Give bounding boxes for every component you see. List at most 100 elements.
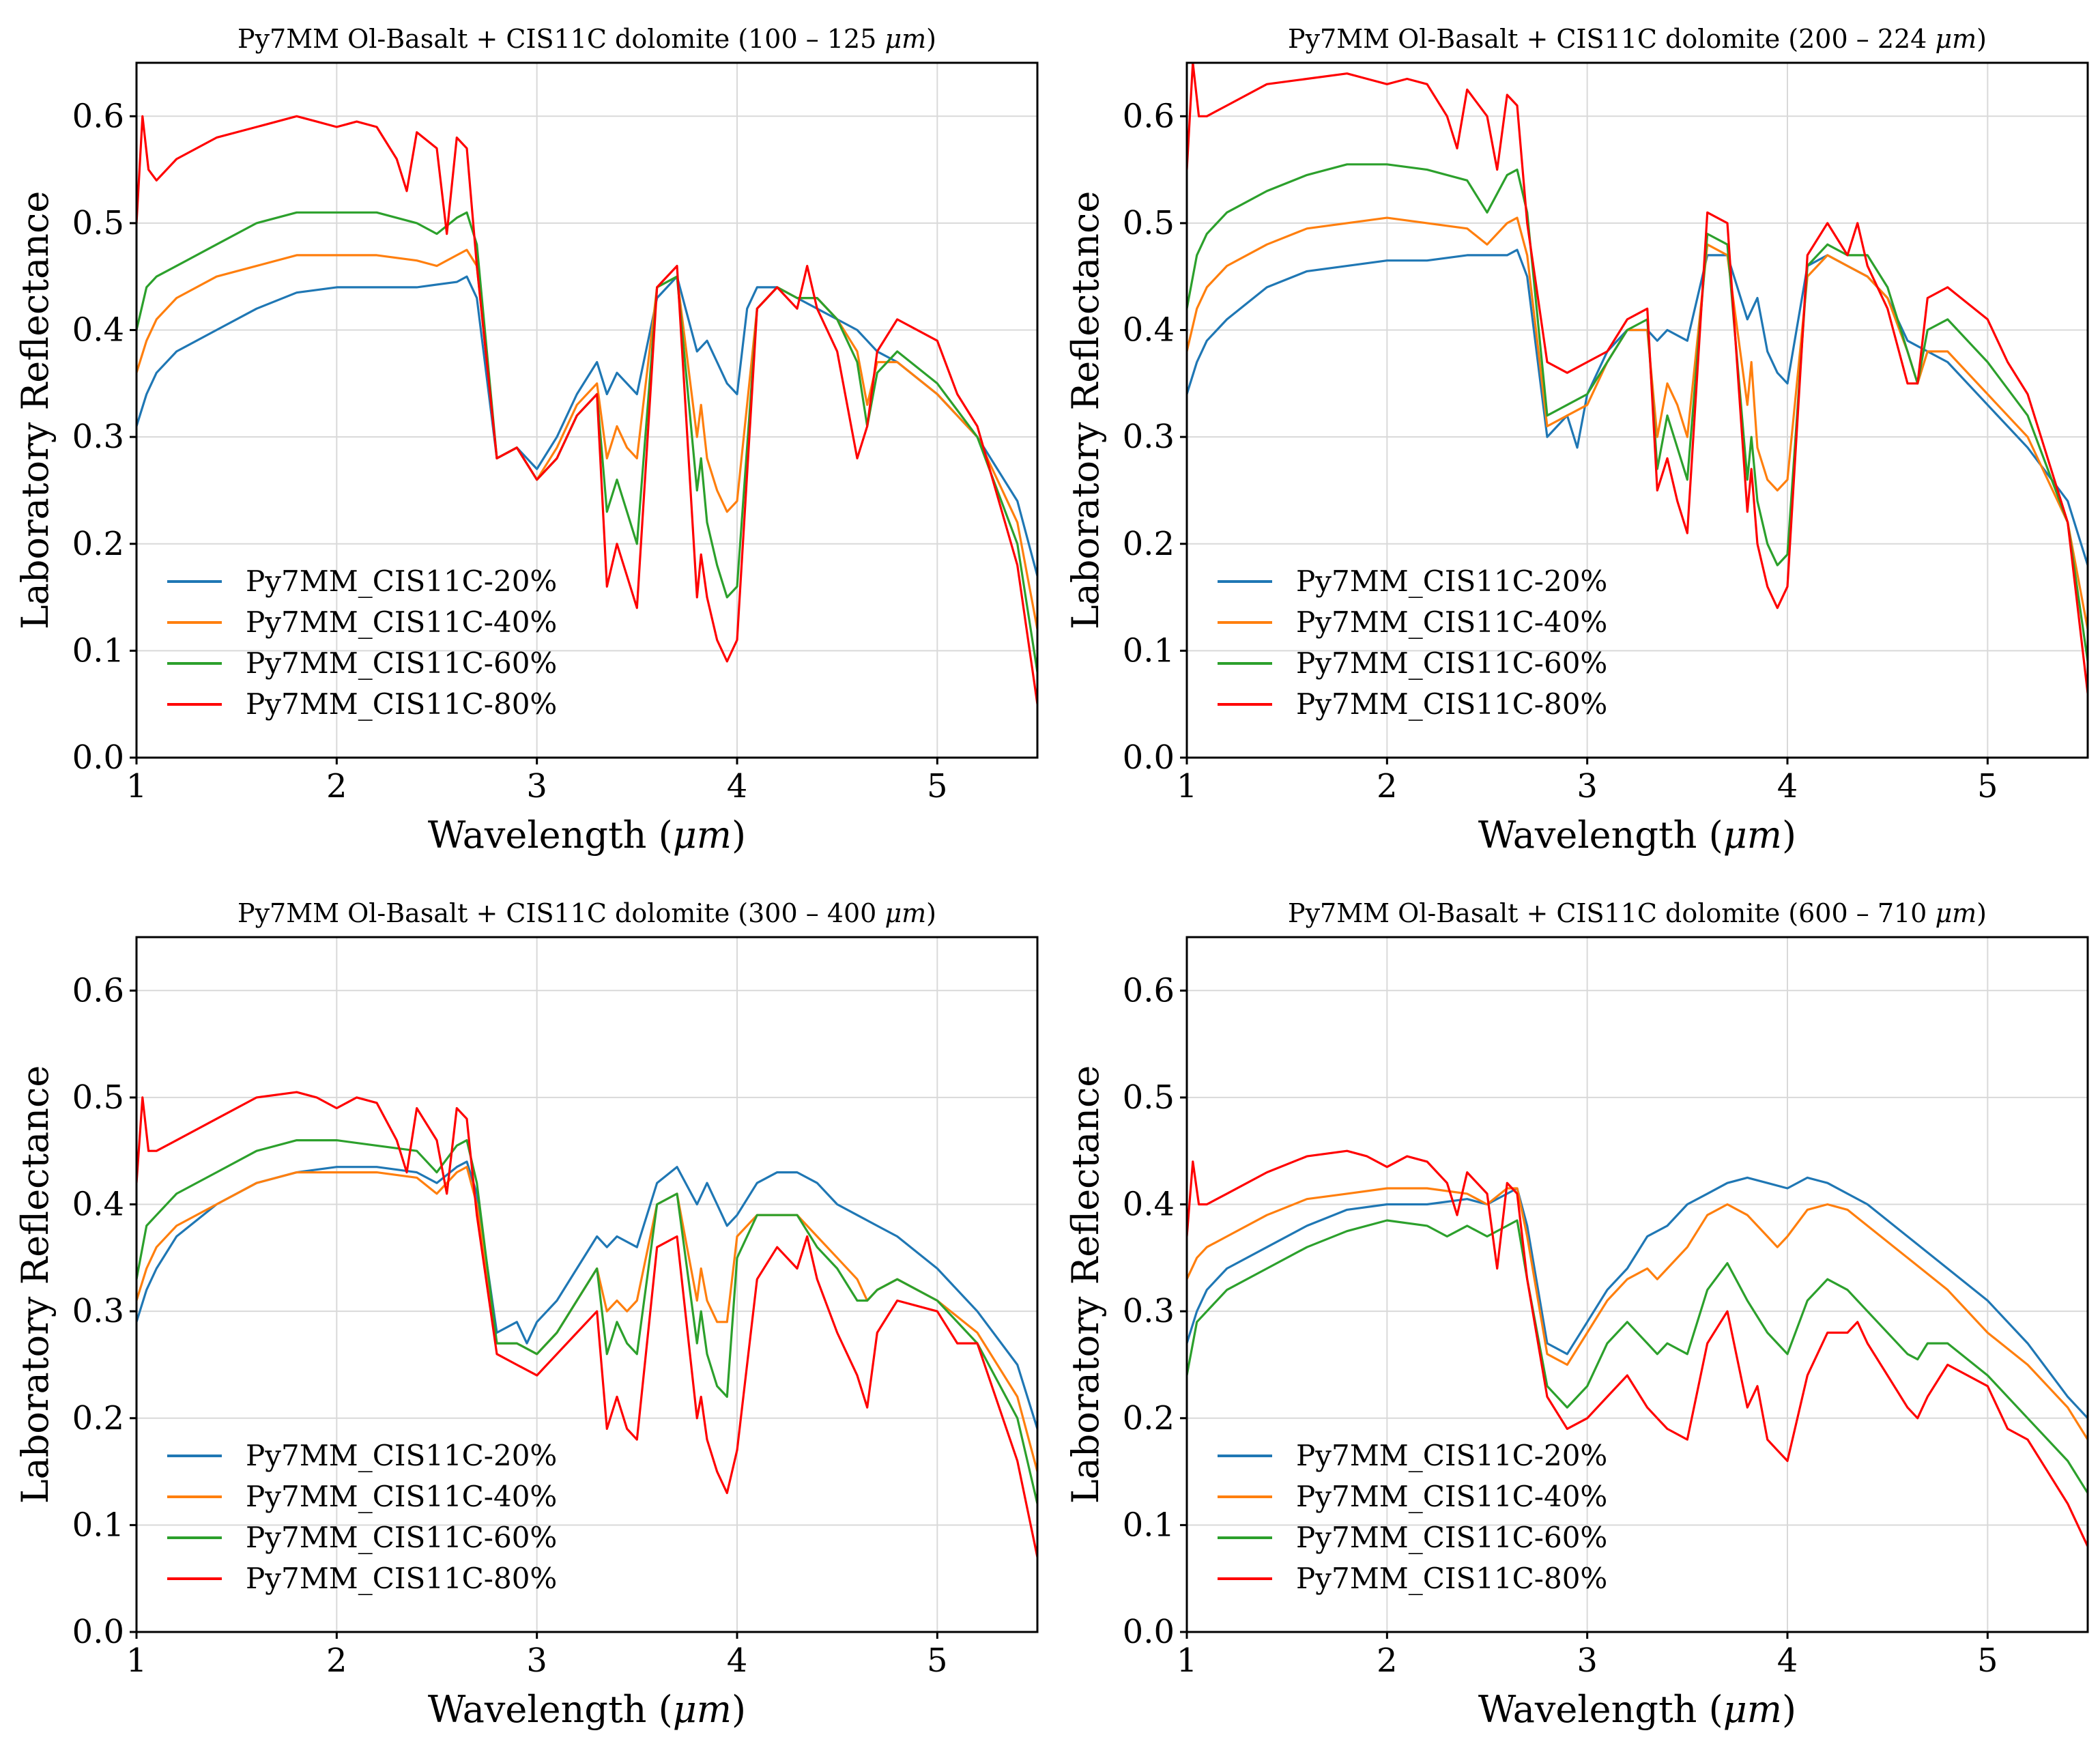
- y-axis-label: Laboratory Reflectance: [14, 1065, 57, 1504]
- y-tick-label: 0.2: [72, 1399, 124, 1437]
- y-tick-label: 0.3: [1123, 1292, 1175, 1330]
- x-tick-label: 4: [1777, 767, 1798, 805]
- x-tick-label: 2: [1377, 1642, 1398, 1680]
- y-tick-label: 0.6: [72, 97, 124, 135]
- y-tick-label: 0.1: [1123, 1506, 1175, 1544]
- series-group: [136, 115, 1037, 704]
- x-axis-label: Wavelength (μm): [428, 1688, 746, 1731]
- x-tick-label: 2: [326, 1642, 347, 1680]
- series-line: [136, 211, 1037, 672]
- x-tick-label: 5: [1977, 1642, 1998, 1680]
- y-tick-label: 0.5: [1123, 1078, 1175, 1117]
- x-tick-label: 2: [1377, 767, 1398, 805]
- series-group: [1187, 1149, 2088, 1547]
- legend-label: Py7MM_CIS11C-20%: [246, 1439, 557, 1472]
- series-line: [1187, 1149, 2088, 1547]
- y-tick-label: 0.3: [1123, 418, 1175, 456]
- y-axis-label: Laboratory Reflectance: [14, 191, 57, 630]
- plot-frame: [135, 61, 1039, 759]
- x-tick-label: 4: [1777, 1642, 1798, 1680]
- chart-svg: Py7MM Ol-Basalt + CIS11C dolomite (200 –…: [1064, 24, 2089, 857]
- legend-label: Py7MM_CIS11C-80%: [1296, 1562, 1607, 1595]
- chart-title: Py7MM Ol-Basalt + CIS11C dolomite (200 –…: [1288, 24, 1987, 54]
- y-tick-label: 0.4: [1123, 1186, 1175, 1224]
- series-line: [136, 1166, 1037, 1472]
- y-tick-label: 0.4: [72, 1186, 124, 1224]
- series-line: [136, 1091, 1037, 1558]
- x-tick-label: 4: [727, 1642, 748, 1680]
- x-tick-label: 1: [126, 1642, 147, 1680]
- legend: Py7MM_CIS11C-20% Py7MM_CIS11C-40% Py7MM_CI…: [167, 564, 557, 721]
- y-tick-label: 0.2: [72, 525, 124, 563]
- y-tick-label: 0.5: [1123, 204, 1175, 242]
- legend-label: Py7MM_CIS11C-80%: [246, 687, 557, 721]
- legend-label: Py7MM_CIS11C-20%: [1296, 564, 1607, 598]
- y-axis-label: Laboratory Reflectance: [1064, 1065, 1107, 1504]
- series-group: [136, 1091, 1037, 1558]
- y-axis-label: Laboratory Reflectance: [1064, 191, 1107, 630]
- y-tick-label: 0.6: [72, 971, 124, 1009]
- chart-title: Py7MM Ol-Basalt + CIS11C dolomite (100 –…: [238, 24, 936, 54]
- series-line: [1187, 1187, 2088, 1440]
- legend-label: Py7MM_CIS11C-60%: [246, 646, 557, 680]
- legend-label: Py7MM_CIS11C-60%: [1296, 646, 1607, 680]
- series-line: [1187, 1219, 2088, 1494]
- series-group: [1187, 63, 2088, 694]
- x-tick-label: 5: [927, 767, 948, 805]
- chart-title: Py7MM Ol-Basalt + CIS11C dolomite (600 –…: [1288, 898, 1987, 928]
- chart-panel: Py7MM Ol-Basalt + CIS11C dolomite (300 –…: [0, 874, 1050, 1748]
- legend-label: Py7MM_CIS11C-40%: [1296, 605, 1607, 639]
- chart-svg: Py7MM Ol-Basalt + CIS11C dolomite (300 –…: [14, 898, 1039, 1731]
- x-tick-label: 3: [526, 767, 547, 805]
- x-axis-label: Wavelength (μm): [1478, 814, 1796, 857]
- y-tick-label: 0.1: [1123, 631, 1175, 670]
- plot-frame: [1185, 936, 2089, 1633]
- chart-svg: Py7MM Ol-Basalt + CIS11C dolomite (600 –…: [1064, 898, 2089, 1731]
- series-line: [136, 115, 1037, 704]
- y-tick-label: 0.5: [72, 1078, 124, 1117]
- series-line: [1187, 1176, 2088, 1419]
- legend-label: Py7MM_CIS11C-60%: [1296, 1521, 1607, 1554]
- chart-title: Py7MM Ol-Basalt + CIS11C dolomite (300 –…: [238, 898, 936, 928]
- series-line: [136, 1160, 1037, 1429]
- x-tick-label: 1: [1177, 1642, 1198, 1680]
- x-tick-label: 2: [326, 767, 347, 805]
- y-tick-label: 0.2: [1123, 525, 1175, 563]
- x-tick-label: 1: [1177, 767, 1198, 805]
- y-tick-label: 0.0: [72, 739, 124, 777]
- y-tick-label: 0.0: [72, 1613, 124, 1651]
- legend-label: Py7MM_CIS11C-40%: [1296, 1480, 1607, 1513]
- y-tick-label: 0.2: [1123, 1399, 1175, 1437]
- x-tick-label: 5: [1977, 767, 1998, 805]
- chart-panel: Py7MM Ol-Basalt + CIS11C dolomite (600 –…: [1050, 874, 2100, 1748]
- series-line: [136, 248, 1037, 630]
- y-tick-label: 0.6: [1123, 971, 1175, 1009]
- legend-label: Py7MM_CIS11C-20%: [1296, 1439, 1607, 1472]
- plot-frame: [1185, 61, 2089, 759]
- y-tick-label: 0.0: [1123, 1613, 1175, 1651]
- x-tick-label: 3: [526, 1642, 547, 1680]
- y-tick-label: 0.5: [72, 204, 124, 242]
- y-tick-label: 0.0: [1123, 739, 1175, 777]
- plot-frame: [135, 936, 1039, 1633]
- series-line: [1187, 163, 2088, 662]
- legend-label: Py7MM_CIS11C-40%: [246, 1480, 557, 1513]
- legend: Py7MM_CIS11C-20% Py7MM_CIS11C-40% Py7MM_CI…: [167, 1439, 557, 1595]
- series-line: [136, 275, 1037, 577]
- y-tick-label: 0.4: [1123, 311, 1175, 349]
- legend-label: Py7MM_CIS11C-60%: [246, 1521, 557, 1554]
- series-line: [136, 1139, 1037, 1504]
- y-tick-label: 0.1: [72, 631, 124, 670]
- y-tick-label: 0.4: [72, 311, 124, 349]
- x-tick-label: 3: [1577, 1642, 1598, 1680]
- x-tick-label: 3: [1577, 767, 1598, 805]
- legend-label: Py7MM_CIS11C-40%: [246, 605, 557, 639]
- x-axis-label: Wavelength (μm): [1478, 1688, 1796, 1731]
- x-tick-label: 1: [126, 767, 147, 805]
- legend: Py7MM_CIS11C-20% Py7MM_CIS11C-40% Py7MM_CI…: [1218, 564, 1607, 721]
- y-tick-label: 0.1: [72, 1506, 124, 1544]
- chart-svg: Py7MM Ol-Basalt + CIS11C dolomite (100 –…: [14, 24, 1039, 857]
- x-tick-label: 5: [927, 1642, 948, 1680]
- legend: Py7MM_CIS11C-20% Py7MM_CIS11C-40% Py7MM_CI…: [1218, 1439, 1607, 1595]
